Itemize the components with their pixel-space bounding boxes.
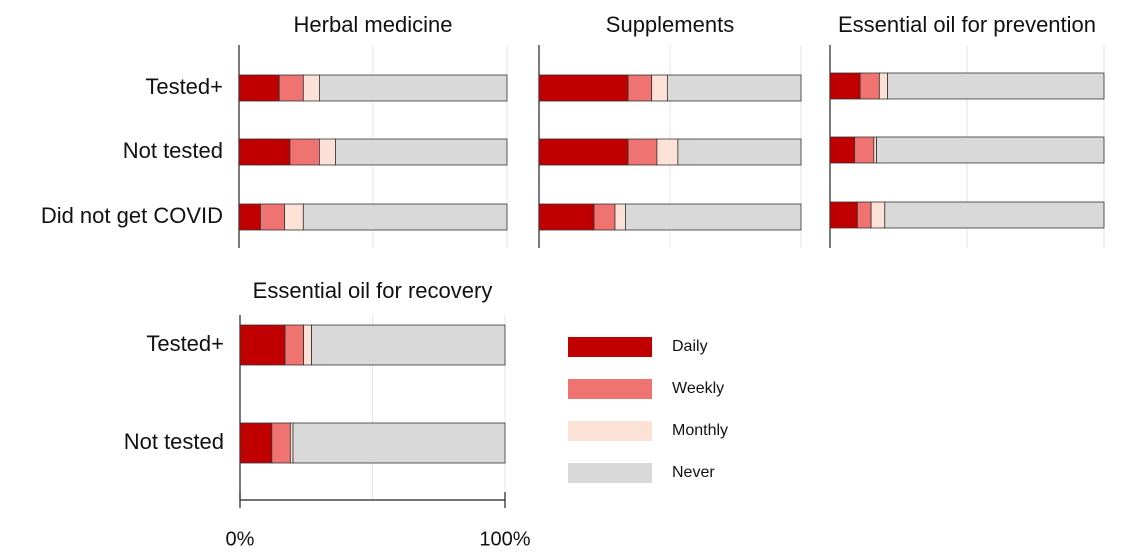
legend-swatch	[568, 379, 652, 399]
bar-segment	[318, 74, 508, 102]
bar-segment	[829, 72, 861, 100]
bar-segment	[335, 138, 508, 166]
bar-segment	[677, 138, 802, 166]
panel-title: Essential oil for recovery	[253, 278, 493, 303]
bar-segment	[278, 74, 304, 102]
bar-segment	[878, 72, 888, 100]
bar-segment	[302, 74, 320, 102]
bar-segment	[311, 324, 506, 366]
bar-segment	[870, 201, 886, 229]
bar-segment	[239, 324, 286, 366]
bar-segment	[614, 203, 626, 231]
bar-segment	[284, 324, 304, 366]
bar-segment	[238, 203, 261, 231]
bar-segment	[854, 136, 875, 164]
x-tick-label: 0%	[226, 528, 255, 550]
bar-segment	[666, 74, 802, 102]
bar-segment	[829, 201, 858, 229]
legend-label: Weekly	[672, 380, 724, 397]
bar-segment	[303, 324, 312, 366]
legend-swatch	[568, 337, 652, 357]
bar-segment	[238, 138, 291, 166]
panel-title: Herbal medicine	[294, 12, 453, 37]
bar-segment	[538, 138, 629, 166]
category-label: Not tested	[123, 138, 223, 163]
x-tick-label: 100%	[479, 528, 530, 550]
legend-swatch	[568, 421, 652, 441]
bar-segment	[873, 136, 877, 164]
bar-segment	[271, 422, 291, 464]
bar-segment	[859, 72, 880, 100]
category-label: Tested+	[145, 74, 223, 99]
bar-segment	[318, 138, 336, 166]
bar-segment	[651, 74, 668, 102]
bar-segment	[260, 203, 285, 231]
bar-segment	[887, 72, 1105, 100]
bar-segment	[289, 138, 320, 166]
category-label: Not tested	[124, 429, 224, 454]
bar-segment	[884, 201, 1105, 229]
bar-segment	[238, 74, 280, 102]
bar-segment	[627, 74, 653, 102]
legend-label: Never	[672, 464, 715, 481]
bar-segment	[625, 203, 802, 231]
bar-segment	[876, 136, 1105, 164]
bar-segment	[857, 201, 872, 229]
bar-segment	[593, 203, 616, 231]
panel-title: Supplements	[606, 12, 734, 37]
bar-segment	[239, 422, 273, 464]
legend-label: Daily	[672, 338, 708, 355]
bar-segment	[829, 136, 856, 164]
bar-segment	[284, 203, 304, 231]
category-label: Tested+	[146, 331, 224, 356]
legend-swatch	[568, 463, 652, 483]
bar-segment	[656, 138, 679, 166]
bar-segment	[538, 203, 595, 231]
bar-segment	[627, 138, 658, 166]
bar-segment	[538, 74, 629, 102]
bar-segment	[302, 203, 508, 231]
bar-segment	[292, 422, 506, 464]
panel-title: Essential oil for prevention	[838, 12, 1096, 37]
category-label: Did not get COVID	[41, 203, 223, 228]
legend-label: Monthly	[672, 422, 728, 439]
